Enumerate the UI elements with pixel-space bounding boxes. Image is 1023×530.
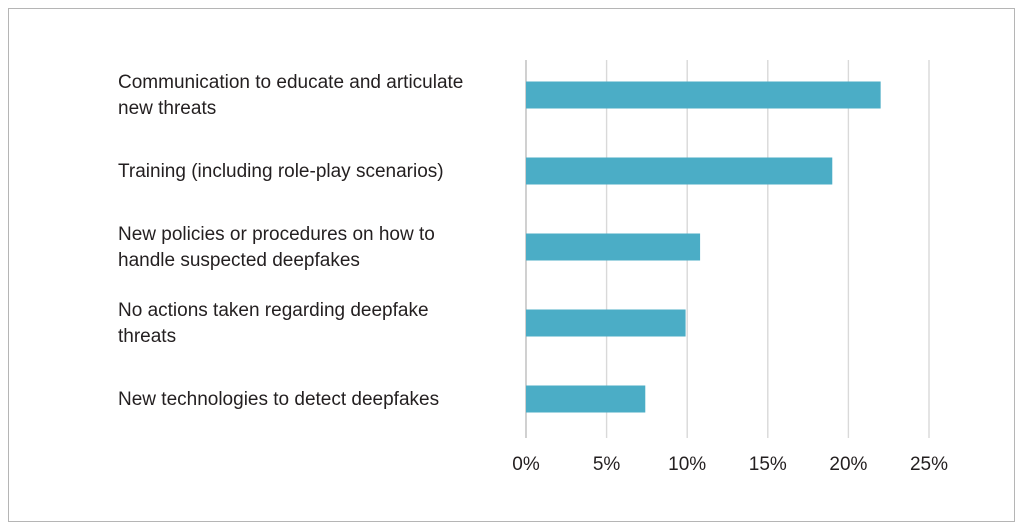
bar-layer [526, 81, 881, 413]
x-tick-label: 5% [593, 454, 621, 475]
category-label-line: new threats [118, 98, 216, 119]
bar [526, 233, 701, 261]
bar [526, 309, 686, 337]
x-tick-label: 25% [910, 454, 948, 475]
tick-label-layer: 0% 5% 10% 15% 20% 25% [512, 454, 948, 475]
category-label: Communication to educate and articulate n… [118, 72, 463, 119]
x-tick-label: 0% [512, 454, 540, 475]
category-label-line: threats [118, 326, 176, 347]
x-tick-label: 20% [829, 454, 867, 475]
category-label-line: New policies or procedures on how to [118, 224, 435, 245]
category-label: New policies or procedures on how to hand… [118, 224, 435, 271]
bar [526, 157, 833, 185]
category-label-line: handle suspected deepfakes [118, 250, 360, 271]
grid-layer [525, 60, 930, 438]
x-tick-label: 10% [668, 454, 706, 475]
category-label-line: New technologies to detect deepfakes [118, 389, 439, 410]
bar [526, 81, 881, 109]
x-tick-label: 15% [749, 454, 787, 475]
category-label: New technologies to detect deepfakes [118, 389, 439, 410]
bar [526, 385, 646, 413]
category-label: No actions taken regarding deepfake threa… [118, 300, 429, 347]
category-label-layer: Communication to educate and articulate n… [118, 72, 463, 410]
category-label-line: Communication to educate and articulate [118, 72, 463, 93]
category-label-line: Training (including role-play scenarios) [118, 161, 444, 182]
category-label: Training (including role-play scenarios) [118, 161, 444, 182]
category-label-line: No actions taken regarding deepfake [118, 300, 429, 321]
